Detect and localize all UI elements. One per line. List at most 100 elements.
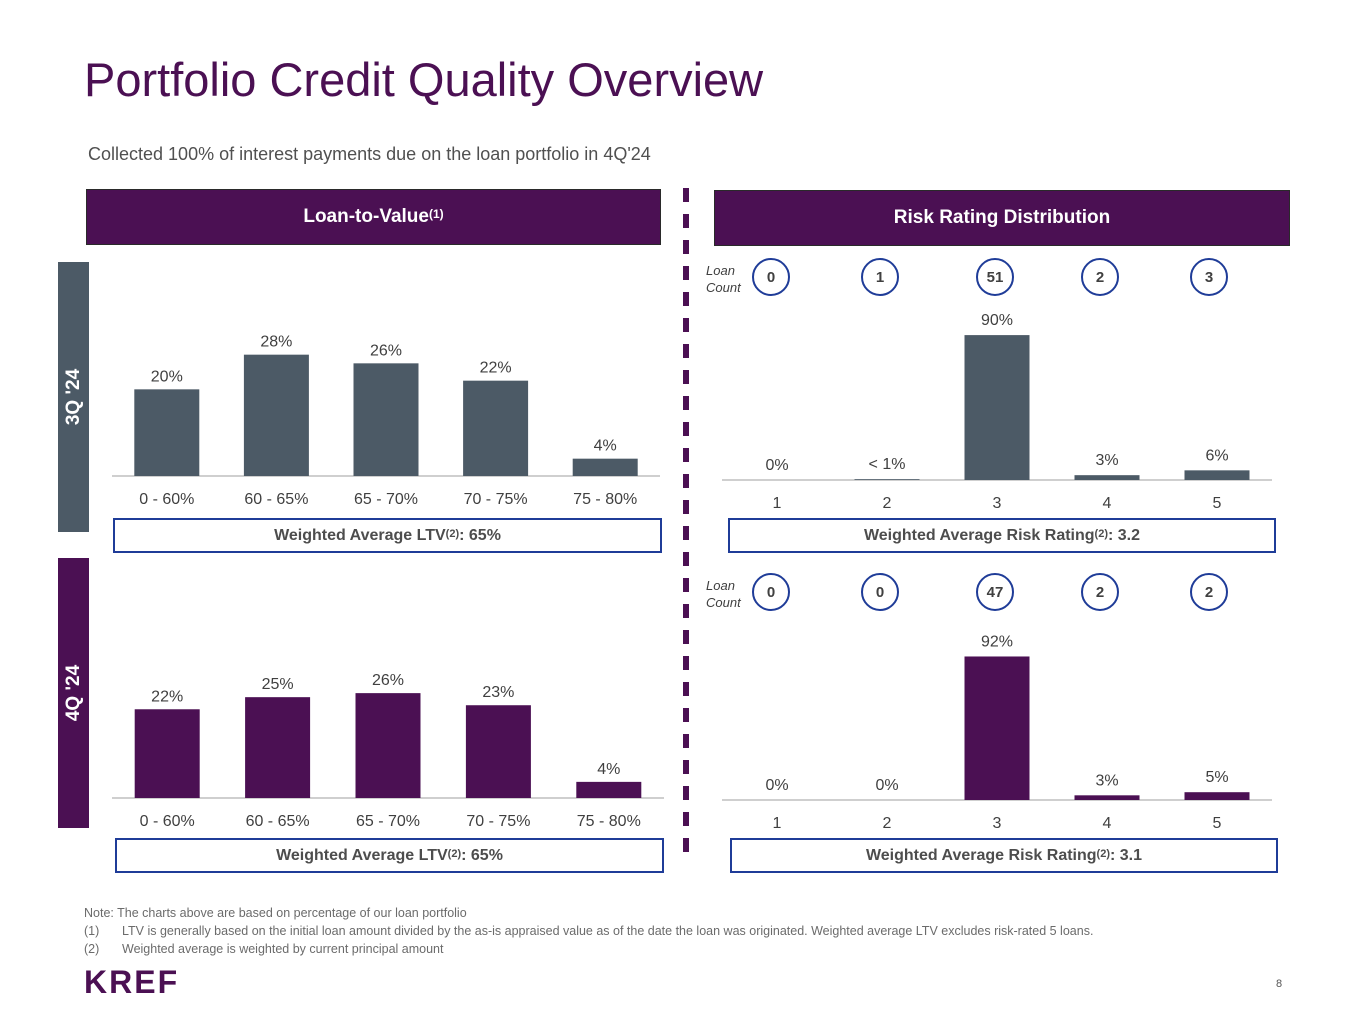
risk-weighted-average-4q24: Weighted Average Risk Rating (2): 3.1	[730, 838, 1278, 873]
loan-count-label-3q24: Loan Count	[706, 262, 756, 296]
loan-count-3q24-rating-5: 3	[1190, 258, 1228, 296]
bar-1	[134, 389, 200, 476]
risk-chart-4q24: 0% 1 0% 2 92% 3 3% 4 5% 5	[722, 633, 1272, 832]
wa-prefix: Weighted Average LTV	[274, 526, 446, 544]
loan-count-4q24-rating-3: 47	[976, 573, 1014, 611]
data-label-3: 26%	[370, 342, 402, 359]
data-label-4: 3%	[1095, 772, 1118, 789]
footnote-2-text: Weighted average is weighted by current …	[122, 942, 444, 956]
data-label-4: 3%	[1095, 452, 1118, 469]
data-label-4: 22%	[480, 360, 512, 377]
bar-5	[572, 458, 638, 476]
quarter-label-3q24: 3Q '24	[58, 262, 89, 532]
data-label-5: 4%	[594, 438, 617, 455]
data-label-1: 0%	[765, 777, 788, 794]
category-label-4: 4	[1103, 495, 1112, 512]
footnote-1: (1) LTV is generally based on the initia…	[84, 922, 1093, 940]
kref-logo: KREF	[84, 964, 180, 1000]
data-label-2: 0%	[875, 777, 898, 794]
quarter-label-3q24-text: 3Q '24	[62, 368, 84, 426]
loan-count-label-4q24: Loan Count	[706, 577, 756, 611]
loan-count-3q24-rating-4: 2	[1081, 258, 1119, 296]
bar-2	[245, 697, 311, 798]
ltv-weighted-average-3q24: Weighted Average LTV (2): 65%	[113, 518, 662, 553]
category-label-3: 65 - 70%	[356, 813, 420, 830]
data-label-2: < 1%	[869, 456, 906, 473]
ltv-weighted-average-4q24: Weighted Average LTV (2): 65%	[115, 838, 664, 873]
loan-count-4q24-rating-5: 2	[1190, 573, 1228, 611]
wa-footnote: (2)	[1096, 847, 1110, 860]
category-label-5: 5	[1213, 815, 1222, 832]
category-label-5: 75 - 80%	[573, 491, 637, 508]
risk-header: Risk Rating Distribution	[714, 190, 1290, 246]
category-label-4: 70 - 75%	[466, 813, 530, 830]
footnote-1-text: LTV is generally based on the initial lo…	[122, 924, 1094, 938]
wa-value: : 65%	[459, 526, 501, 544]
bar-4	[465, 705, 531, 798]
bar-5	[1184, 792, 1250, 800]
ltv-header: Loan-to-Value (1)	[86, 189, 661, 245]
footnote-1-number: (1)	[84, 924, 100, 938]
data-label-1: 20%	[151, 368, 183, 385]
category-label-5: 5	[1213, 495, 1222, 512]
section-divider	[683, 188, 689, 864]
category-label-1: 0 - 60%	[140, 813, 195, 830]
ltv-header-label: Loan-to-Value	[303, 206, 429, 227]
wa-prefix: Weighted Average Risk Rating	[863, 526, 1095, 544]
data-label-5: 6%	[1205, 447, 1228, 464]
category-label-3: 3	[993, 495, 1002, 512]
page-title: Portfolio Credit Quality Overview	[84, 53, 764, 106]
bar-4	[1074, 795, 1140, 800]
bar-3	[355, 693, 421, 798]
bar-3	[964, 656, 1030, 800]
ltv-header-footnote: (1)	[428, 207, 444, 221]
data-label-2: 25%	[262, 676, 294, 693]
wa-prefix: Weighted Average LTV	[276, 846, 448, 864]
category-label-1: 1	[773, 495, 782, 512]
category-label-3: 3	[993, 815, 1002, 832]
data-label-4: 23%	[482, 684, 514, 701]
loan-count-3q24-rating-1: 0	[752, 258, 790, 296]
data-label-3: 26%	[372, 672, 404, 689]
data-label-1: 0%	[765, 457, 788, 474]
data-label-2: 28%	[260, 334, 292, 351]
loan-count-label-line2: Count	[706, 280, 741, 295]
footnote-note: Note: The charts above are based on perc…	[84, 906, 467, 920]
category-label-2: 60 - 65%	[244, 491, 308, 508]
data-label-3: 92%	[981, 633, 1013, 650]
category-label-3: 65 - 70%	[354, 491, 418, 508]
wa-footnote: (2)	[447, 847, 462, 860]
bar-5	[1184, 470, 1250, 480]
data-label-5: 5%	[1205, 769, 1228, 786]
data-label-1: 22%	[151, 688, 183, 705]
category-label-2: 60 - 65%	[246, 813, 310, 830]
footnote-2: (2) Weighted average is weighted by curr…	[84, 940, 1093, 958]
loan-count-label-line2: Count	[706, 595, 741, 610]
loan-count-4q24-rating-2: 0	[861, 573, 899, 611]
bar-2	[243, 354, 309, 476]
page-number: 8	[1276, 978, 1283, 990]
category-label-2: 2	[883, 495, 892, 512]
wa-value: : 65%	[461, 846, 503, 864]
bar-4	[463, 380, 529, 476]
data-label-3: 90%	[981, 312, 1013, 329]
quarter-label-4q24-text: 4Q '24	[62, 664, 84, 722]
loan-count-label-line1: Loan	[706, 263, 735, 278]
bar-2	[854, 479, 920, 480]
footnote-2-number: (2)	[84, 942, 100, 956]
risk-weighted-average-3q24: Weighted Average Risk Rating (2): 3.2	[728, 518, 1276, 553]
page-subtitle: Collected 100% of interest payments due …	[88, 144, 651, 164]
category-label-4: 4	[1103, 815, 1112, 832]
bar-3	[353, 363, 419, 476]
quarter-label-4q24: 4Q '24	[58, 558, 89, 828]
category-label-4: 70 - 75%	[464, 491, 528, 508]
ltv-chart-4q24: 22% 0 - 60% 25% 60 - 65% 26% 65 - 70% 23% 70 - …	[112, 672, 664, 830]
data-label-5: 4%	[597, 761, 620, 778]
wa-footnote: (2)	[1094, 527, 1108, 540]
risk-chart-3q24: 0% 1 < 1% 2 90% 3 3% 4 6% 5	[722, 312, 1272, 512]
category-label-2: 2	[883, 815, 892, 832]
risk-header-label: Risk Rating Distribution	[893, 207, 1111, 228]
bar-3	[964, 335, 1030, 480]
category-label-1: 1	[773, 815, 782, 832]
ltv-chart-3q24: 20% 0 - 60% 28% 60 - 65% 26% 65 - 70% 22% 70 - …	[112, 334, 660, 508]
